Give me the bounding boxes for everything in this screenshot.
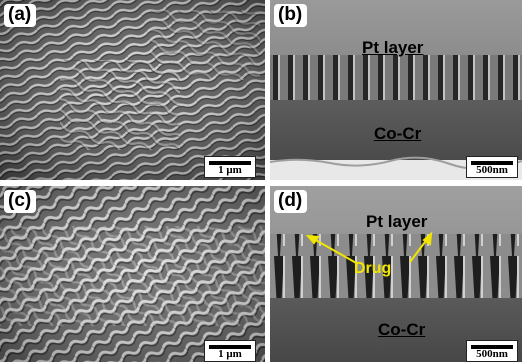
panel-d-sem-image xyxy=(270,186,522,362)
panel-a-scale-bar: 1 μm xyxy=(204,156,256,178)
scale-bar-line xyxy=(209,345,251,349)
panel-c-sem-image xyxy=(0,186,265,362)
scale-bar-line xyxy=(471,345,513,349)
panel-b-co-cr-label: Co-Cr xyxy=(374,124,422,143)
panel-d-co-cr-label: Co-Cr xyxy=(378,320,426,339)
panel-b-scale-label: 500nm xyxy=(476,164,508,176)
panel-d-scale-bar: 500nm xyxy=(466,340,518,362)
panel-b-sem-image xyxy=(270,0,522,180)
scale-bar-line xyxy=(209,161,251,165)
panel-c: (c) 1 μm xyxy=(0,186,265,362)
panel-a-tag: (a) xyxy=(4,4,37,27)
panel-a: (a) 1 μm xyxy=(0,0,265,180)
panel-d-tag: (d) xyxy=(274,190,308,213)
panel-b-scale-bar: 500nm xyxy=(466,156,518,178)
panel-d-pt-layer-label: Pt layer xyxy=(366,212,428,231)
panel-b: (b) Pt layer Co-Cr 500nm xyxy=(270,0,522,180)
panel-a-sem-image xyxy=(0,0,265,180)
panel-b-pt-layer-label: Pt layer xyxy=(362,38,424,57)
panel-d: (d) Pt layer Drug Co-Cr 500nm xyxy=(270,186,522,362)
panel-c-scale-bar: 1 μm xyxy=(204,340,256,362)
panel-b-tag: (b) xyxy=(274,4,308,27)
panel-d-drug-label: Drug xyxy=(354,260,392,277)
panel-c-scale-label: 1 μm xyxy=(218,348,242,360)
panel-a-scale-label: 1 μm xyxy=(218,164,242,176)
panel-d-scale-label: 500nm xyxy=(476,348,508,360)
scale-bar-line xyxy=(471,161,513,165)
drug-arrows xyxy=(305,231,433,265)
panel-c-tag: (c) xyxy=(4,190,37,213)
